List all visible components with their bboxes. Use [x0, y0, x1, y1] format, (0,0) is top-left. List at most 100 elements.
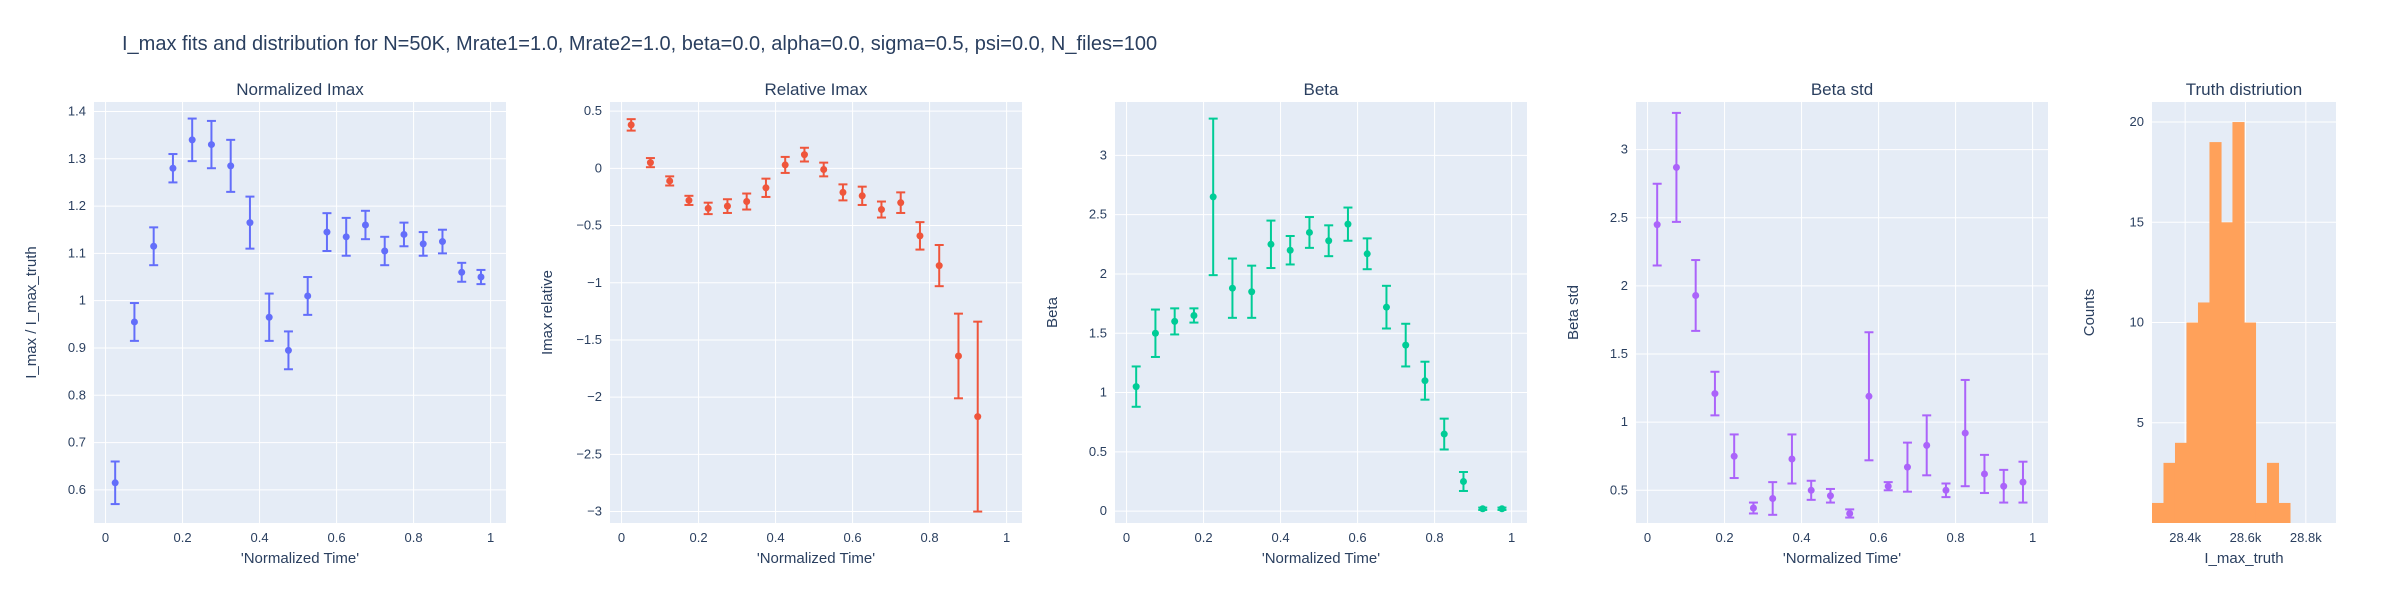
x-tick-label: 1 [1508, 530, 1515, 545]
y-tick-label: 2.5 [1089, 207, 1107, 222]
data-point [1421, 377, 1429, 385]
subplot-title: Beta [1304, 80, 1340, 99]
x-tick-label: 0.2 [1716, 530, 1734, 545]
data-point [627, 121, 635, 129]
data-point [342, 233, 350, 241]
data-point [820, 165, 828, 173]
data-point [974, 413, 982, 421]
y-tick-label: 0.8 [68, 387, 86, 402]
data-point [723, 202, 731, 210]
x-tick-label: 28.6k [2230, 530, 2262, 545]
histogram-bar [2152, 502, 2165, 523]
y-tick-label: 10 [2130, 315, 2144, 330]
data-point [1865, 392, 1873, 400]
data-point [1498, 505, 1506, 513]
x-tick-label: 0 [1644, 530, 1651, 545]
data-point [207, 141, 215, 149]
data-point [1402, 341, 1410, 349]
data-point [1692, 291, 1700, 299]
y-tick-label: 0.5 [584, 103, 602, 118]
data-point [1846, 509, 1854, 517]
x-tick-label: 0 [1123, 530, 1130, 545]
x-tick-label: 0 [618, 530, 625, 545]
y-tick-label: −2 [587, 389, 602, 404]
data-point [935, 262, 943, 270]
data-point [1190, 311, 1198, 319]
data-point [781, 161, 789, 169]
histogram-bar [2197, 302, 2211, 523]
data-point [1344, 220, 1352, 228]
y-axis-label: I_max / I_max_truth [23, 246, 40, 379]
y-tick-label: 0.9 [68, 340, 86, 355]
subplot-title: Truth distriution [2186, 80, 2303, 99]
histogram-bar [2209, 142, 2222, 523]
subplot-title: Relative Imax [765, 80, 868, 99]
data-point [361, 221, 369, 229]
x-tick-label: 0.4 [1272, 530, 1290, 545]
data-point [2000, 482, 2008, 490]
x-tick-label: 0.6 [1349, 530, 1367, 545]
x-tick-label: 0.4 [1793, 530, 1811, 545]
y-tick-label: 3 [1621, 142, 1628, 157]
x-tick-label: 0.6 [844, 530, 862, 545]
y-tick-label: 1.5 [1610, 346, 1628, 361]
x-tick-label: 0.8 [921, 530, 939, 545]
data-point [400, 230, 408, 238]
data-point [1711, 390, 1719, 398]
plot-area [1636, 102, 2048, 523]
data-point [1903, 463, 1911, 471]
y-tick-label: 20 [2130, 114, 2144, 129]
data-point [419, 240, 427, 248]
x-tick-label: 0 [102, 530, 109, 545]
x-tick-label: 0.8 [405, 530, 423, 545]
data-point [169, 164, 177, 172]
data-point [1267, 240, 1275, 248]
y-axis-label: Beta [1044, 296, 1061, 328]
histogram-bar [2174, 442, 2188, 523]
y-tick-label: −3 [587, 504, 602, 519]
plot-area [610, 102, 1022, 523]
data-point [1730, 452, 1738, 460]
histogram-bar [2232, 122, 2245, 524]
data-point [1672, 163, 1680, 171]
y-tick-label: 15 [2130, 214, 2144, 229]
data-point [762, 184, 770, 192]
data-point [897, 199, 905, 207]
x-axis-label: 'Normalized Time' [1783, 550, 1901, 567]
data-point [477, 273, 485, 281]
data-point [130, 318, 138, 326]
x-axis-label: 'Normalized Time' [241, 550, 359, 567]
y-tick-label: 0.6 [68, 482, 86, 497]
histogram-bar [2278, 502, 2291, 523]
data-point [1151, 329, 1159, 337]
data-point [1826, 492, 1834, 500]
y-tick-label: 1 [79, 293, 86, 308]
y-axis-label: Counts [2081, 289, 2098, 337]
x-axis-label: 'Normalized Time' [1262, 550, 1380, 567]
subplot-5: 5 10 15 20 28.4k 28.6k 28.8k Truth distriution I… [2081, 80, 2336, 567]
x-tick-label: 0.2 [1195, 530, 1213, 545]
y-axis-label: Imax relative [539, 270, 556, 355]
data-point [704, 204, 712, 212]
x-tick-label: 0.2 [690, 530, 708, 545]
y-tick-label: 1 [1100, 385, 1107, 400]
data-point [1228, 284, 1236, 292]
data-point [1440, 430, 1448, 438]
data-point [150, 242, 158, 250]
x-axis-label: 'Normalized Time' [757, 550, 875, 567]
subplot-title: Beta std [1811, 80, 1873, 99]
data-point [323, 228, 331, 236]
y-tick-label: −1 [587, 275, 602, 290]
data-point [2019, 478, 2027, 486]
y-tick-label: 1.2 [68, 198, 86, 213]
data-point [284, 346, 292, 354]
data-point [381, 247, 389, 255]
x-tick-label: 1 [1003, 530, 1010, 545]
data-point [1248, 288, 1256, 296]
data-point [1884, 482, 1892, 490]
data-point [188, 136, 196, 144]
histogram-bar [2220, 222, 2234, 524]
y-tick-label: 1.1 [68, 245, 86, 260]
data-point [1305, 228, 1313, 236]
